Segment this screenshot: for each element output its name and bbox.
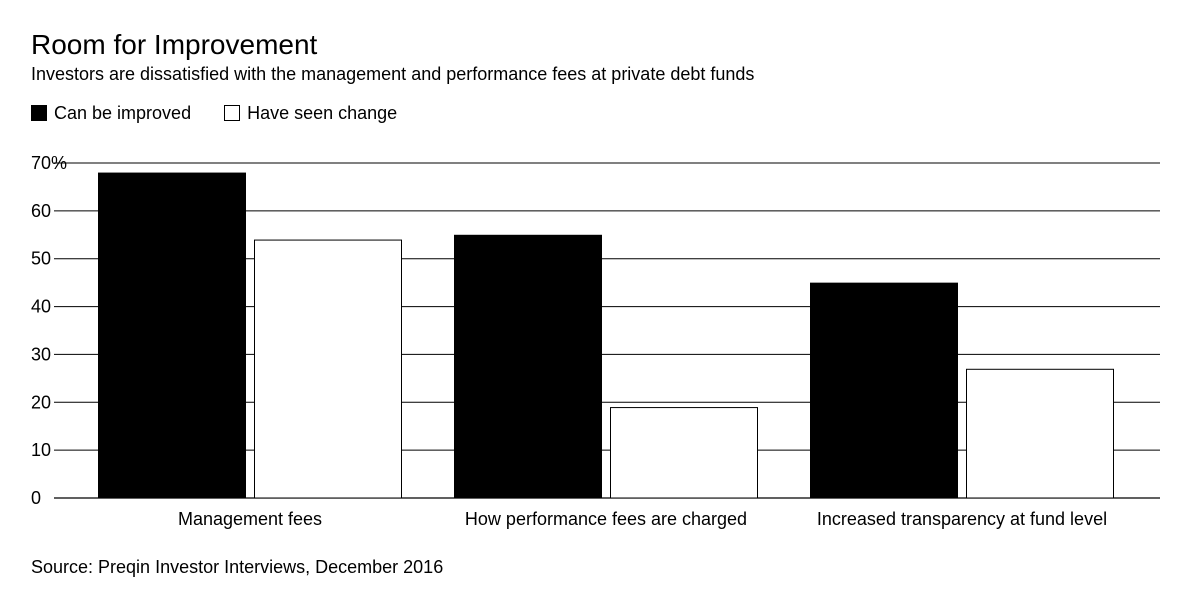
legend: Can be improved Have seen change [31, 102, 430, 124]
bar [610, 407, 758, 499]
legend-item-can-be-improved: Can be improved [31, 103, 191, 124]
y-tick-label: 20 [31, 392, 51, 412]
y-tick-label: 10 [31, 440, 51, 460]
legend-label-have-seen-change: Have seen change [247, 102, 398, 123]
bar [254, 239, 402, 499]
bar [966, 368, 1114, 499]
bar [454, 234, 602, 499]
y-tick-label: 70% [31, 153, 67, 173]
chart-subtitle: Investors are dissatisfied with the mana… [31, 64, 755, 84]
x-tick-label: Increased transparency at fund level [817, 509, 1107, 529]
bar [98, 172, 246, 499]
legend-swatch-can-be-improved [31, 105, 47, 121]
source-note: Source: Preqin Investor Interviews, Dece… [31, 557, 444, 577]
legend-item-have-seen-change: Have seen change [224, 103, 397, 124]
chart-title: Room for Improvement [31, 29, 318, 60]
x-tick-label: Management fees [178, 509, 322, 529]
legend-swatch-have-seen-change [224, 105, 241, 121]
y-tick-label: 50 [31, 249, 51, 269]
y-tick-label: 0 [31, 488, 41, 508]
y-tick-label: 60 [31, 201, 51, 221]
x-tick-label: How performance fees are charged [465, 509, 747, 529]
bar [810, 282, 958, 499]
legend-label-can-be-improved: Can be improved [54, 102, 192, 123]
y-tick-label: 30 [31, 344, 51, 364]
y-tick-label: 40 [31, 297, 51, 317]
